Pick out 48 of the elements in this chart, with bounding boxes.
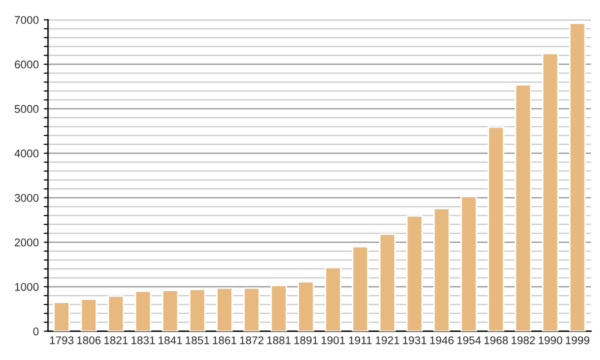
- bar: [542, 52, 559, 332]
- x-tick-label: 1990: [538, 336, 562, 344]
- bar: [433, 208, 450, 332]
- x-tick-label: 1851: [186, 336, 210, 344]
- x-tick-label: 1946: [430, 336, 454, 344]
- x-tick-label: 1793: [50, 336, 74, 344]
- y-tick-label: 0: [33, 327, 39, 336]
- x-tick-label: 1806: [77, 336, 101, 344]
- y-tick-label: 6000: [14, 60, 39, 68]
- x-tick-label: 1968: [484, 336, 508, 344]
- y-tick-label: 1000: [15, 282, 39, 291]
- x-tick-label: 1911: [349, 336, 372, 344]
- y-tick-label: 5000: [14, 105, 39, 113]
- bar: [243, 287, 260, 332]
- x-tick-label: 1999: [566, 336, 590, 344]
- bar: [162, 290, 178, 332]
- x-tick-label: 1891: [294, 336, 318, 344]
- bar: [298, 281, 314, 332]
- bar: [379, 234, 396, 332]
- x-tick-label: 1954: [457, 336, 481, 344]
- bar: [514, 84, 532, 332]
- bar: [80, 298, 98, 332]
- bar: [569, 22, 586, 332]
- bar: [406, 215, 423, 332]
- bar: [53, 302, 70, 332]
- x-tick-label: 1881: [267, 336, 291, 344]
- bar: [488, 126, 504, 332]
- x-tick-label: 1931: [403, 336, 426, 344]
- bar: [189, 288, 206, 332]
- bar: [460, 196, 478, 332]
- bar: [270, 284, 288, 332]
- x-tick-label: 1872: [240, 336, 264, 344]
- x-tick-label: 1901: [322, 336, 345, 344]
- x-tick-label: 1841: [158, 336, 182, 344]
- x-tick-label: 1921: [376, 336, 400, 344]
- bar: [352, 246, 369, 332]
- y-tick-label: 7000: [14, 16, 39, 24]
- x-tick-label: 1831: [132, 336, 155, 344]
- x-tick-label: 1821: [104, 336, 128, 344]
- y-tick-label: 4000: [14, 150, 39, 158]
- y-tick-label: 3000: [14, 194, 39, 202]
- bar: [108, 295, 124, 332]
- bar: [216, 287, 233, 332]
- bar: [134, 290, 152, 332]
- bar: [324, 266, 342, 332]
- x-tick-label: 1982: [512, 336, 535, 344]
- x-tick-label: 1861: [212, 336, 236, 344]
- y-tick-label: 2000: [14, 238, 39, 246]
